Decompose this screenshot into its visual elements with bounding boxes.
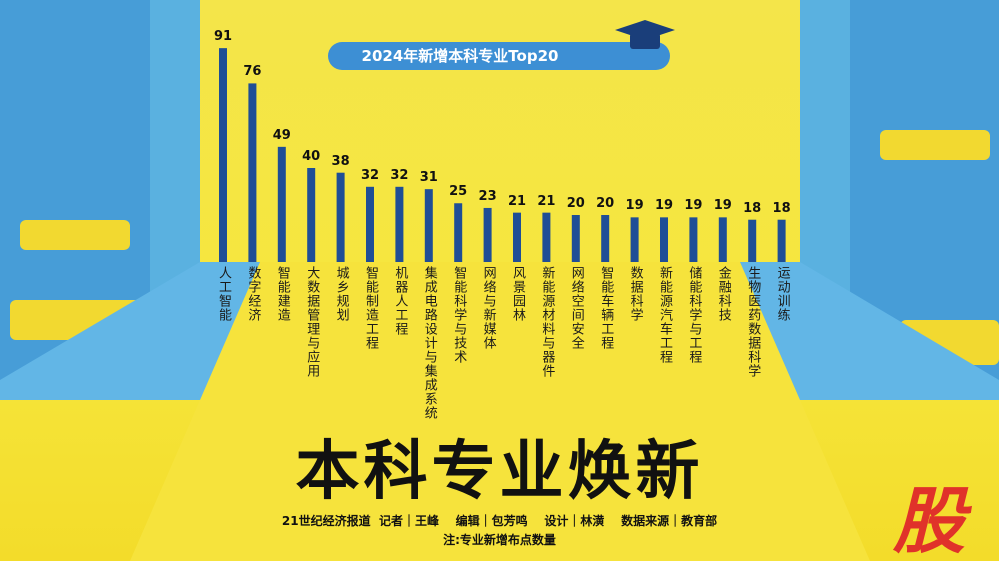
value-label: 20 — [596, 196, 615, 211]
value-label: 19 — [625, 198, 644, 214]
bar — [307, 168, 316, 262]
category-label: 智能建造 — [274, 266, 290, 322]
bar — [777, 219, 786, 262]
value-label: 40 — [302, 149, 321, 164]
bar — [542, 212, 551, 262]
value-label: 21 — [507, 193, 527, 209]
category-label: 生物医药数据科学 — [745, 266, 761, 378]
book — [880, 130, 990, 160]
value-label: 49 — [272, 127, 291, 143]
bar — [395, 186, 404, 262]
cap-icon — [630, 33, 660, 49]
category-label: 风景园林 — [510, 266, 525, 322]
category-label: 新能源汽车工程 — [657, 266, 672, 364]
headline: 本科专业焕新 — [295, 435, 704, 509]
value-label: 19 — [654, 198, 674, 214]
category-label: 数字经济 — [245, 266, 261, 322]
category-label: 网络空间安全 — [568, 266, 584, 350]
category-label: 智能科学与技术 — [451, 266, 467, 364]
value-label: 23 — [478, 188, 497, 204]
value-label: 76 — [243, 64, 262, 80]
bar — [689, 217, 698, 262]
category-label: 人工智能 — [216, 266, 231, 322]
category-label: 储能科学与工程 — [686, 266, 702, 364]
badge: 股 — [893, 479, 966, 561]
value-label: 20 — [566, 196, 585, 211]
bar — [424, 189, 433, 262]
value-label: 32 — [390, 167, 409, 183]
bar — [718, 217, 727, 262]
value-label: 18 — [772, 200, 791, 216]
note: 注:专业新增布点数量 — [443, 533, 556, 547]
chart-title: 2024年新增本科专业Top20 — [361, 47, 559, 65]
category-label: 数据科学 — [627, 266, 643, 322]
credits: 21世纪经济报道 记者｜王峰 编辑｜包芳鸣 设计｜林潢 数据来源｜教育部 — [281, 514, 718, 528]
category-label: 金融科技 — [715, 266, 731, 322]
value-label: 18 — [743, 200, 762, 216]
value-label: 25 — [449, 184, 468, 200]
bar — [571, 215, 580, 262]
bar — [660, 217, 668, 262]
category-label: 运动训练 — [774, 266, 790, 322]
category-label: 集成电路设计与集成系统 — [421, 266, 437, 420]
bar — [630, 217, 639, 262]
bar — [336, 172, 345, 262]
category-label: 机器人工程 — [392, 266, 408, 336]
category-label: 新能源材料与器件 — [539, 266, 555, 378]
bar — [219, 48, 227, 263]
category-label: 网络与新媒体 — [480, 266, 496, 350]
category-label: 智能车辆工程 — [598, 266, 614, 350]
value-label: 19 — [684, 198, 703, 214]
value-label: 38 — [331, 153, 350, 169]
bar — [483, 207, 492, 262]
value-label: 31 — [419, 170, 438, 186]
value-label: 32 — [360, 167, 380, 183]
value-label: 19 — [713, 198, 732, 214]
bar — [277, 146, 286, 262]
bar — [454, 203, 463, 262]
category-label: 城乡规划 — [333, 266, 349, 322]
category-label: 大数据管理与应用 — [304, 266, 320, 378]
category-label: 智能制造工程 — [363, 266, 378, 350]
bar — [748, 219, 757, 262]
value-label: 91 — [213, 29, 233, 45]
cap-icon — [615, 20, 675, 40]
bar — [513, 212, 521, 262]
bar — [366, 186, 374, 262]
path — [130, 262, 870, 561]
book — [20, 220, 130, 250]
value-label: 21 — [537, 193, 556, 209]
bar — [601, 215, 610, 262]
bar — [248, 83, 257, 263]
title-pill — [328, 42, 670, 70]
